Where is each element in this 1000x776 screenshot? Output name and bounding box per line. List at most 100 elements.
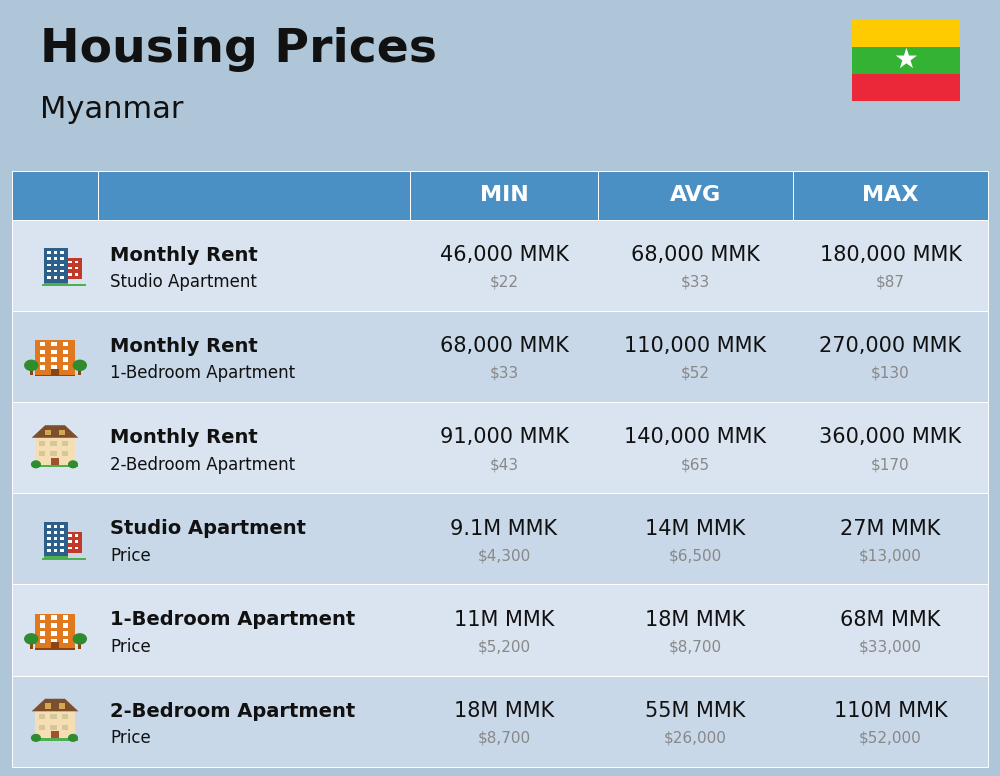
Text: Monthly Rent: Monthly Rent xyxy=(110,337,258,355)
Bar xyxy=(50,714,57,719)
Text: Price: Price xyxy=(110,547,151,565)
Circle shape xyxy=(69,735,77,741)
Bar xyxy=(32,739,78,740)
Bar xyxy=(40,639,45,643)
Text: $43: $43 xyxy=(489,457,519,472)
Bar xyxy=(47,549,51,553)
Bar xyxy=(51,365,57,370)
Text: 14M MMK: 14M MMK xyxy=(645,518,746,539)
Bar xyxy=(51,732,59,740)
Bar xyxy=(35,648,75,650)
Circle shape xyxy=(25,634,38,644)
Bar xyxy=(44,522,68,558)
Text: $130: $130 xyxy=(871,366,910,381)
Bar xyxy=(30,369,33,375)
Bar xyxy=(63,631,68,636)
Text: $13,000: $13,000 xyxy=(859,549,922,563)
Bar xyxy=(60,270,64,272)
Bar xyxy=(793,171,988,220)
Text: $170: $170 xyxy=(871,457,910,472)
Text: ★: ★ xyxy=(894,46,918,74)
Bar xyxy=(59,430,65,435)
Bar xyxy=(78,643,81,649)
Text: $65: $65 xyxy=(681,457,710,472)
Text: 9.1M MMK: 9.1M MMK xyxy=(450,518,558,539)
Bar xyxy=(60,275,64,279)
Text: $5,200: $5,200 xyxy=(477,639,531,654)
Bar xyxy=(40,631,45,636)
Circle shape xyxy=(25,360,38,370)
Bar xyxy=(63,615,68,620)
Text: 180,000 MMK: 180,000 MMK xyxy=(820,245,962,265)
Text: 91,000 MMK: 91,000 MMK xyxy=(440,428,568,448)
Bar xyxy=(50,441,57,445)
Text: 1-Bedroom Apartment: 1-Bedroom Apartment xyxy=(110,365,295,383)
Text: MAX: MAX xyxy=(862,185,919,205)
Bar xyxy=(51,639,57,643)
Text: $52: $52 xyxy=(681,366,710,381)
Bar xyxy=(47,270,51,272)
Bar xyxy=(47,537,51,540)
Bar xyxy=(852,19,960,47)
Bar xyxy=(63,342,68,346)
Text: $52,000: $52,000 xyxy=(859,731,922,746)
Bar xyxy=(68,546,72,549)
Text: $87: $87 xyxy=(876,275,905,289)
Bar xyxy=(47,251,51,254)
Bar xyxy=(39,714,45,719)
Text: 46,000 MMK: 46,000 MMK xyxy=(440,245,568,265)
Text: 27M MMK: 27M MMK xyxy=(840,518,941,539)
Bar xyxy=(39,725,45,729)
Bar xyxy=(54,258,57,260)
Text: AVG: AVG xyxy=(670,185,721,205)
Text: $4,300: $4,300 xyxy=(477,549,531,563)
Bar xyxy=(68,261,72,263)
Bar xyxy=(852,74,960,101)
Text: Studio Apartment: Studio Apartment xyxy=(110,519,306,538)
Bar xyxy=(59,704,65,708)
Bar xyxy=(45,430,51,435)
Bar xyxy=(410,171,598,220)
Bar xyxy=(12,494,988,584)
Text: 270,000 MMK: 270,000 MMK xyxy=(819,336,962,356)
Bar xyxy=(75,273,78,275)
Bar xyxy=(12,220,988,310)
Text: $8,700: $8,700 xyxy=(669,639,722,654)
Bar xyxy=(32,465,78,467)
Bar xyxy=(51,615,57,620)
Bar xyxy=(54,531,57,534)
Bar xyxy=(60,549,64,553)
Text: 140,000 MMK: 140,000 MMK xyxy=(624,428,767,448)
Bar xyxy=(54,264,57,266)
Bar xyxy=(35,438,75,466)
Polygon shape xyxy=(32,698,78,712)
Bar xyxy=(40,623,45,628)
Text: 68M MMK: 68M MMK xyxy=(840,610,941,630)
Bar xyxy=(98,171,410,220)
Bar xyxy=(47,264,51,266)
Bar xyxy=(47,531,51,534)
Bar xyxy=(40,358,45,362)
Bar xyxy=(51,369,59,375)
Bar xyxy=(60,264,64,266)
Bar xyxy=(40,350,45,354)
Bar xyxy=(75,261,78,263)
Bar xyxy=(40,342,45,346)
Bar xyxy=(39,441,45,445)
Bar xyxy=(35,712,75,740)
Text: Myanmar: Myanmar xyxy=(40,95,184,123)
Bar xyxy=(47,258,51,260)
Bar xyxy=(75,534,78,537)
Text: $22: $22 xyxy=(490,275,518,289)
Text: $33: $33 xyxy=(681,275,710,289)
Bar xyxy=(51,643,59,649)
Bar xyxy=(62,725,68,729)
Text: 55M MMK: 55M MMK xyxy=(645,701,746,721)
Bar xyxy=(54,270,57,272)
Text: 18M MMK: 18M MMK xyxy=(454,701,554,721)
Bar xyxy=(54,549,57,553)
Bar xyxy=(63,365,68,370)
Text: 110,000 MMK: 110,000 MMK xyxy=(624,336,767,356)
Bar xyxy=(51,342,57,346)
Bar xyxy=(12,171,98,220)
